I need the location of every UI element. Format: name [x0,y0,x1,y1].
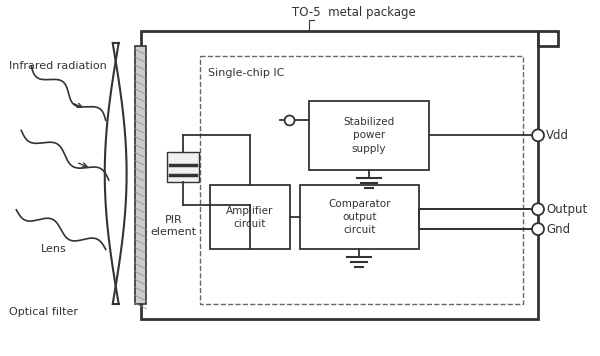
Text: PIR
element: PIR element [150,215,196,237]
Bar [140,31,538,319]
Circle shape [284,115,295,125]
Text: Comparator
output
circuit: Comparator output circuit [328,199,391,235]
Text: Infrared radiation: Infrared radiation [10,61,107,71]
Text: TO-5  metal package: TO-5 metal package [292,6,416,19]
Bar [310,101,429,170]
Bar [299,185,419,250]
Text: Gnd: Gnd [546,222,570,236]
Bar [167,152,199,182]
Circle shape [532,223,544,235]
Text: Lens: Lens [41,245,67,255]
Bar [200,56,523,304]
Circle shape [532,129,544,141]
Bar [538,31,558,46]
Text: Output: Output [546,203,587,216]
Text: Single-chip IC: Single-chip IC [208,68,284,78]
Text: Vdd: Vdd [546,129,569,142]
Text: Amplifier
circuit: Amplifier circuit [226,206,274,229]
Text: Stabilized
power
supply: Stabilized power supply [343,117,395,153]
Text: Optical filter: Optical filter [10,307,79,317]
Circle shape [532,203,544,215]
Bar [134,46,146,304]
Bar [210,185,290,250]
